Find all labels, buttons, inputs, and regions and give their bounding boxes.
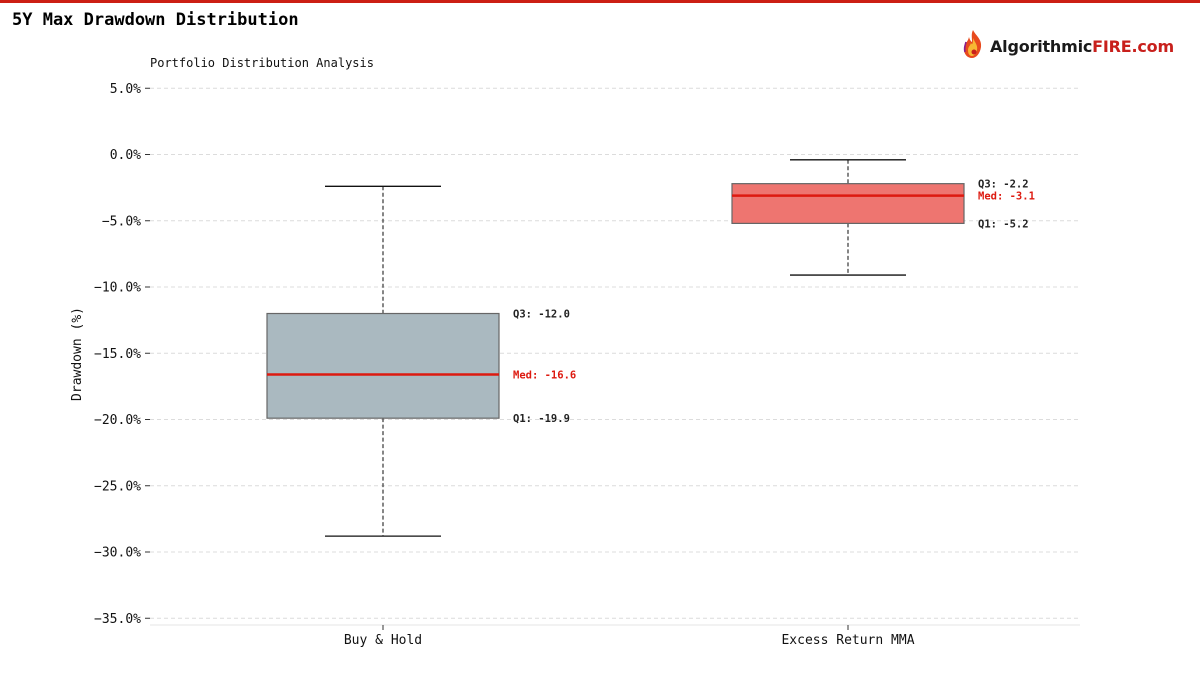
brand-name: AlgorithmicFIRE.com bbox=[990, 37, 1174, 56]
median-annotation: Med: -16.6 bbox=[513, 369, 576, 381]
q1-annotation: Q1: -5.2 bbox=[978, 218, 1029, 230]
chart-title: Portfolio Distribution Analysis bbox=[150, 56, 374, 70]
y-tick-label: 0.0% bbox=[110, 148, 141, 163]
y-tick-label: −30.0% bbox=[94, 546, 141, 561]
y-tick-label: −35.0% bbox=[94, 612, 141, 627]
y-tick-label: −10.0% bbox=[94, 281, 141, 296]
y-tick-label: 5.0% bbox=[110, 82, 141, 97]
y-tick-label: −15.0% bbox=[94, 347, 141, 362]
y-tick-label: −20.0% bbox=[94, 413, 141, 428]
top-accent-bar bbox=[0, 0, 1200, 3]
y-axis-label: Drawdown (%) bbox=[70, 307, 85, 401]
median-annotation: Med: -3.1 bbox=[978, 191, 1035, 203]
y-tick-label: −5.0% bbox=[102, 214, 141, 229]
q3-annotation: Q3: -12.0 bbox=[513, 309, 570, 321]
x-tick-label: Excess Return MMA bbox=[781, 633, 914, 648]
box-iqr bbox=[731, 183, 965, 224]
x-tick-label: Buy & Hold bbox=[344, 633, 422, 648]
box-iqr bbox=[266, 312, 500, 419]
brand-name-part2: FIRE.com bbox=[1092, 36, 1174, 56]
flame-logo-icon bbox=[960, 28, 986, 64]
q3-annotation: Q3: -2.2 bbox=[978, 179, 1029, 191]
page-title: 5Y Max Drawdown Distribution bbox=[12, 10, 299, 30]
y-tick-label: −25.0% bbox=[94, 479, 141, 494]
brand-name-part1: Algorithmic bbox=[990, 36, 1093, 56]
brand-logo: AlgorithmicFIRE.com bbox=[960, 30, 1174, 62]
q1-annotation: Q1: -19.9 bbox=[513, 413, 570, 425]
